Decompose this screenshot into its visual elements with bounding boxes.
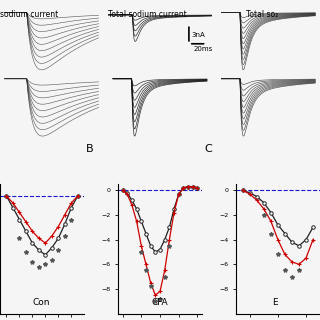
Text: E: E — [272, 298, 278, 307]
Text: B: B — [86, 144, 93, 154]
Text: sodium current: sodium current — [0, 10, 58, 19]
Text: 20ms: 20ms — [193, 46, 212, 52]
Text: 3nA: 3nA — [191, 32, 205, 38]
Text: Total sodium current: Total sodium current — [108, 10, 187, 19]
Text: CFA: CFA — [152, 298, 168, 307]
Text: Con: Con — [33, 298, 50, 307]
Text: C: C — [204, 144, 212, 154]
Text: Total so₂: Total so₂ — [246, 10, 278, 19]
